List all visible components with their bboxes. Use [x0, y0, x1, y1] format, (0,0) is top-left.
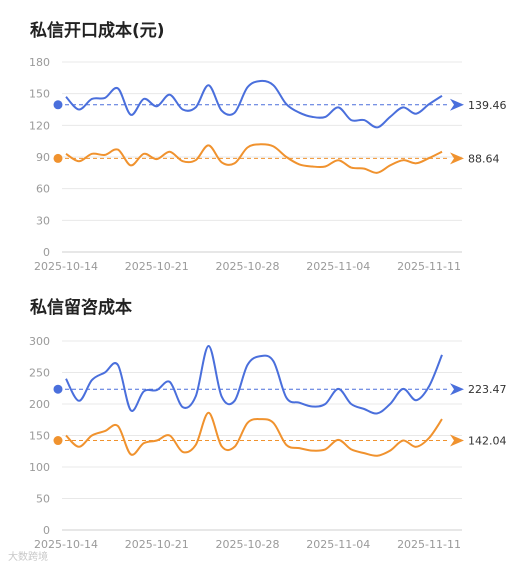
reference-value-label: 88.64 [468, 152, 500, 165]
cost-open-chart: 0 30 60 90 120 150 180 2025-10-14 2025-10-21 2025… [29, 56, 507, 273]
x-tick-label: 2025-10-14 [34, 538, 98, 551]
y-tick-label: 300 [29, 335, 50, 348]
y-tick-label: 90 [36, 151, 50, 164]
x-tick-label: 2025-10-14 [34, 260, 98, 273]
x-tick-label: 2025-11-04 [306, 538, 370, 551]
y-tick-label: 150 [29, 88, 50, 101]
series-line [65, 79, 443, 129]
reference-arrow [450, 383, 464, 396]
reference-arrow [450, 98, 464, 111]
reference-dot [53, 100, 63, 110]
chart-1-title: 私信开口成本(元) [30, 21, 165, 41]
y-tick-label: 30 [36, 214, 50, 227]
x-tick-label: 2025-11-11 [397, 538, 461, 551]
reference-dot [53, 436, 63, 446]
cost-lead-chart: 0 50 100 150 200 250 300 2025-10-14 2025-10-21 20… [29, 335, 507, 551]
reference-dot [53, 384, 63, 394]
reference-value-label: 223.47 [468, 383, 507, 396]
x-tick-label: 2025-11-04 [306, 260, 370, 273]
y-tick-label: 100 [29, 461, 50, 474]
chart-2-title: 私信留咨成本 [30, 298, 132, 318]
y-tick-label: 0 [43, 524, 50, 537]
y-tick-label: 200 [29, 398, 50, 411]
x-tick-label: 2025-10-28 [216, 260, 280, 273]
reference-arrow [450, 434, 464, 447]
watermark: 大数跨境 [8, 552, 48, 563]
x-tick-label: 2025-11-11 [397, 260, 461, 273]
series-line [65, 411, 443, 457]
reference-value-label: 139.46 [468, 99, 507, 112]
y-tick-label: 50 [36, 493, 50, 506]
y-tick-label: 180 [29, 56, 50, 69]
y-tick-label: 60 [36, 183, 50, 196]
x-tick-label: 2025-10-28 [216, 538, 280, 551]
reference-dot [53, 153, 63, 163]
series-line [65, 143, 443, 174]
reference-value-label: 142.04 [468, 435, 507, 448]
series-line [65, 345, 443, 415]
y-tick-label: 250 [29, 367, 50, 380]
y-tick-label: 0 [43, 246, 50, 259]
y-tick-label: 120 [29, 119, 50, 132]
y-tick-label: 150 [29, 430, 50, 443]
x-tick-label: 2025-10-21 [125, 260, 189, 273]
x-tick-label: 2025-10-21 [125, 538, 189, 551]
reference-arrow [450, 152, 464, 165]
